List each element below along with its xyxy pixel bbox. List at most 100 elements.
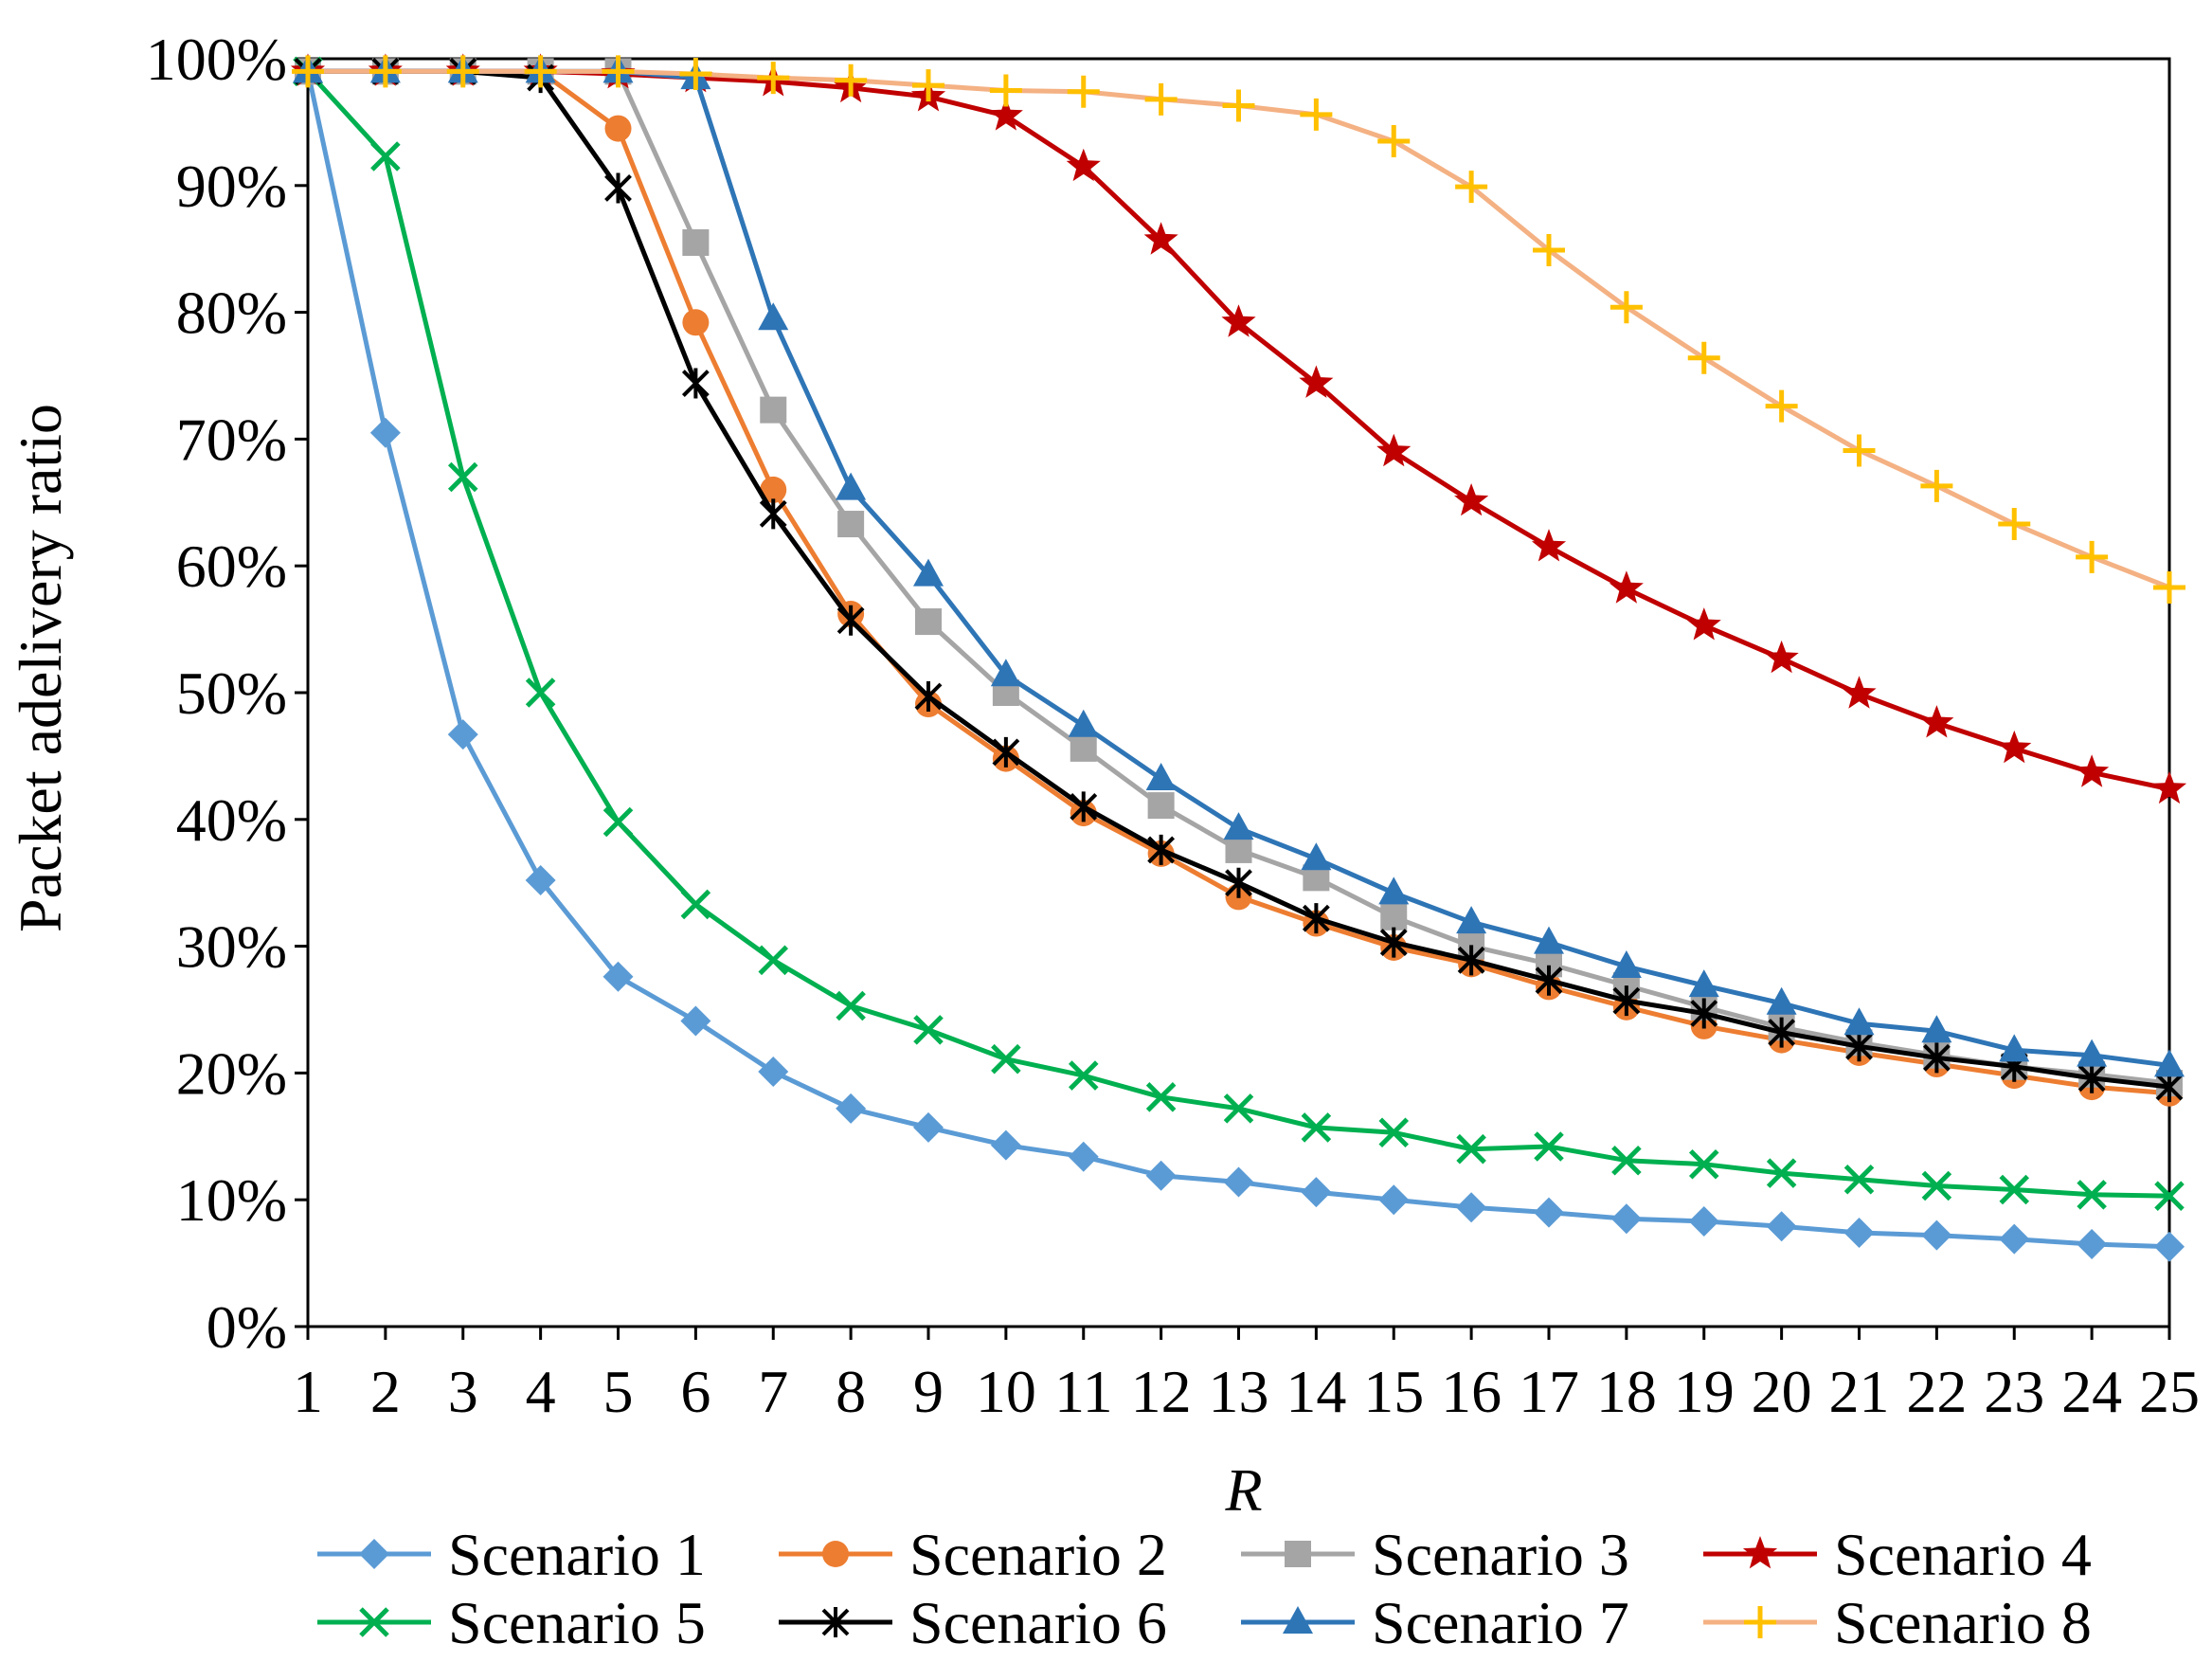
- data-point: [1688, 1205, 1719, 1237]
- legend-label: Scenario 3: [1372, 1521, 1629, 1588]
- legend-item: Scenario 4: [1703, 1521, 2092, 1588]
- legend-marker: [1744, 1606, 1776, 1638]
- data-point: [369, 55, 402, 88]
- data-point: [1766, 986, 1797, 1015]
- data-point: [991, 1043, 1021, 1075]
- data-point: [992, 736, 1020, 768]
- y-tick-label: 10%: [176, 1166, 287, 1234]
- legend-label: Scenario 5: [448, 1589, 706, 1656]
- data-point: [1454, 483, 1489, 516]
- x-tick-label: 21: [1829, 1358, 1890, 1425]
- legend-item: Scenario 1: [317, 1521, 706, 1588]
- data-point: [1147, 834, 1176, 865]
- data-point: [525, 677, 556, 708]
- data-point: [1690, 998, 1718, 1029]
- data-point: [681, 368, 710, 399]
- data-point: [2154, 1181, 2185, 1211]
- data-point: [1610, 1203, 1642, 1235]
- x-tick-label: 13: [1209, 1358, 1269, 1425]
- x-tick-label: 7: [758, 1358, 788, 1425]
- data-point: [602, 806, 634, 838]
- x-tick-label: 15: [1363, 1358, 1424, 1425]
- legend-label: Scenario 8: [1834, 1589, 2092, 1656]
- legend-item: Scenario 2: [779, 1521, 1167, 1588]
- x-tick-label: 20: [1752, 1358, 1812, 1425]
- data-point: [1919, 705, 1954, 738]
- data-point: [2076, 540, 2109, 573]
- data-point: [1223, 812, 1254, 840]
- y-tick-label: 40%: [176, 786, 287, 854]
- data-point: [1534, 926, 1564, 954]
- data-point: [1999, 1034, 2030, 1062]
- x-tick-label: 17: [1519, 1358, 1579, 1425]
- x-tick-label: 1: [293, 1358, 323, 1425]
- x-axis-ticks: 1 2 3 4 5 6 7 8 9 10 11 12 13 14 15 16 17 18 19 20 21 22 23 24 2…: [293, 1327, 2200, 1425]
- data-point: [1070, 734, 1097, 762]
- x-tick-label: 6: [680, 1358, 710, 1425]
- y-tick-label: 80%: [176, 280, 287, 347]
- data-point: [1765, 389, 1798, 423]
- x-tick-label: 14: [1286, 1358, 1346, 1425]
- data-point: [1688, 1148, 1719, 1180]
- data-point: [1147, 792, 1175, 820]
- data-point: [915, 608, 942, 636]
- data-point: [2153, 570, 2185, 604]
- data-point: [2075, 754, 2110, 787]
- data-point: [1068, 709, 1099, 737]
- data-point: [1766, 1158, 1797, 1188]
- data-point: [1300, 98, 1333, 131]
- y-tick-label: 60%: [176, 533, 287, 600]
- data-point: [1921, 1170, 1952, 1201]
- data-point: [1611, 1145, 1642, 1176]
- data-point: [679, 58, 712, 91]
- data-point: [1921, 1219, 1952, 1251]
- data-point: [757, 62, 790, 95]
- data-point: [758, 945, 789, 976]
- data-point: [1379, 927, 1408, 958]
- data-point: [1921, 1015, 1952, 1043]
- data-point: [1456, 1192, 1487, 1223]
- data-point: [1301, 1112, 1332, 1143]
- data-point: [2155, 1072, 2184, 1103]
- data-point: [913, 1015, 944, 1045]
- data-point: [1378, 1184, 1410, 1216]
- data-point: [1997, 730, 2032, 764]
- y-tick-label: 0%: [207, 1293, 287, 1361]
- data-point: [1609, 570, 1644, 604]
- data-point: [758, 302, 789, 331]
- data-point: [682, 229, 710, 257]
- data-point: [1143, 222, 1178, 255]
- y-tick-label: 100%: [146, 26, 287, 93]
- data-point: [1534, 1131, 1564, 1162]
- data-point: [1843, 1165, 1875, 1195]
- data-point: [1302, 903, 1330, 934]
- data-point: [1999, 1174, 2030, 1205]
- data-point: [1301, 842, 1332, 871]
- data-point: [604, 172, 632, 204]
- x-tick-label: 3: [448, 1358, 478, 1425]
- data-point: [1067, 75, 1100, 108]
- data-point: [2077, 1229, 2108, 1260]
- x-tick-label: 22: [1906, 1358, 1967, 1425]
- y-axis-ticks: 0% 10% 20% 30% 40% 50% 60% 70% 80% 90% 100%: [146, 26, 308, 1361]
- data-point: [1225, 836, 1252, 863]
- data-point: [1223, 1166, 1254, 1198]
- data-point: [760, 396, 787, 424]
- y-axis-title: Packet adelivery ratio: [7, 404, 74, 932]
- data-point: [914, 681, 943, 713]
- data-point: [1456, 1133, 1486, 1165]
- data-point: [1380, 903, 1408, 930]
- data-point: [1223, 1093, 1254, 1124]
- data-point: [989, 74, 1022, 107]
- data-point: [446, 55, 479, 88]
- x-tick-label: 19: [1674, 1358, 1735, 1425]
- data-point: [370, 141, 401, 172]
- data-point: [1920, 469, 1953, 502]
- data-point: [1455, 171, 1488, 204]
- data-point: [292, 55, 324, 88]
- series-group: [290, 53, 2187, 1262]
- x-tick-label: 2: [370, 1358, 401, 1425]
- data-point: [759, 498, 787, 530]
- data-point: [525, 865, 556, 896]
